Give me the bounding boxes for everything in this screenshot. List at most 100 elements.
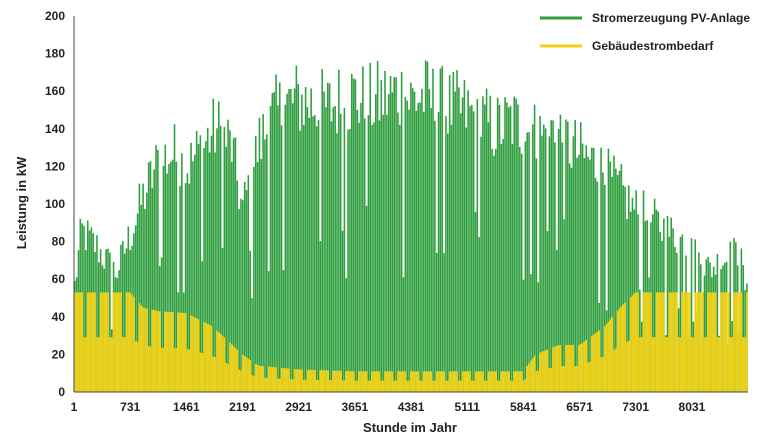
demand-bar bbox=[254, 363, 257, 392]
demand-bar bbox=[299, 369, 301, 392]
pv-bar bbox=[162, 165, 165, 392]
demand-bar bbox=[302, 379, 305, 392]
pv-bar bbox=[622, 185, 624, 392]
demand-bar bbox=[88, 292, 91, 392]
demand-bar bbox=[478, 371, 481, 392]
demand-bar bbox=[474, 371, 477, 392]
pv-bar bbox=[402, 277, 405, 392]
x-tick-label: 731 bbox=[120, 400, 140, 414]
demand-bar bbox=[447, 380, 449, 392]
demand-bar bbox=[367, 380, 370, 392]
y-axis-ticks: 0 20 40 60 80 100 120 140 160 180 200 bbox=[45, 9, 65, 399]
pv-bar bbox=[563, 219, 565, 392]
pv-bar bbox=[109, 252, 111, 392]
pv-bar bbox=[443, 253, 445, 392]
pv-bar bbox=[345, 278, 348, 392]
demand-bar bbox=[144, 307, 146, 392]
demand-bar bbox=[363, 371, 366, 392]
demand-bar bbox=[633, 293, 636, 392]
demand-bar bbox=[498, 380, 501, 392]
demand-bar bbox=[699, 292, 702, 392]
demand-bar bbox=[378, 371, 381, 392]
demand-bar bbox=[293, 369, 296, 392]
pv-bar bbox=[236, 180, 239, 392]
pv-bar bbox=[489, 95, 492, 393]
pv-bar bbox=[360, 102, 362, 392]
demand-bar bbox=[140, 305, 143, 392]
y-axis-title: Leistung in kW bbox=[14, 156, 29, 249]
demand-bar bbox=[271, 366, 274, 392]
demand-bar bbox=[301, 369, 303, 392]
demand-bar bbox=[101, 292, 104, 392]
demand-bar bbox=[722, 292, 724, 392]
demand-bar bbox=[511, 380, 514, 392]
demand-bar bbox=[247, 358, 250, 392]
demand-bar bbox=[489, 371, 492, 392]
pv-bar bbox=[430, 107, 432, 393]
demand-bar bbox=[341, 380, 344, 392]
pv-bar bbox=[306, 107, 309, 392]
demand-bar bbox=[158, 311, 161, 392]
pv-bar bbox=[219, 125, 222, 393]
pv-bar bbox=[627, 185, 630, 392]
pv-bar bbox=[572, 136, 575, 392]
pv-bar bbox=[399, 124, 401, 392]
demand-bar bbox=[563, 366, 565, 392]
pv-bar bbox=[147, 162, 150, 392]
pv-bar bbox=[382, 114, 384, 393]
pv-bar bbox=[350, 73, 353, 393]
pv-bar bbox=[533, 104, 536, 393]
demand-bar bbox=[402, 371, 405, 392]
pv-bar bbox=[471, 105, 473, 393]
pv-bar bbox=[232, 138, 235, 392]
pv-bar bbox=[243, 181, 246, 392]
pv-bar bbox=[611, 176, 613, 392]
demand-bar bbox=[171, 312, 174, 392]
pv-bar bbox=[349, 128, 351, 392]
demand-bar bbox=[495, 371, 497, 392]
demand-bar bbox=[358, 371, 361, 392]
pv-bar bbox=[123, 253, 126, 392]
pv-bar bbox=[705, 259, 708, 392]
pv-bar bbox=[253, 166, 255, 392]
demand-bar bbox=[410, 371, 412, 392]
pv-bar bbox=[247, 175, 250, 392]
demand-bar bbox=[164, 311, 167, 392]
pv-bar bbox=[314, 115, 316, 392]
pv-bar bbox=[181, 153, 183, 392]
demand-bar bbox=[672, 292, 674, 392]
demand-bar bbox=[513, 371, 516, 392]
pv-bar bbox=[218, 101, 220, 392]
pv-bar bbox=[155, 145, 157, 392]
demand-bar bbox=[138, 303, 141, 392]
demand-bar bbox=[674, 292, 676, 392]
demand-bar bbox=[421, 380, 423, 392]
demand-bar bbox=[629, 297, 632, 392]
demand-bar bbox=[491, 371, 493, 392]
demand-bar bbox=[639, 337, 641, 392]
pv-bar bbox=[500, 143, 503, 392]
demand-bar bbox=[393, 380, 396, 392]
demand-bar bbox=[735, 292, 737, 392]
demand-bar bbox=[705, 337, 708, 392]
pv-bar bbox=[356, 109, 359, 393]
pv-bar bbox=[238, 209, 240, 392]
pv-bar bbox=[96, 235, 98, 392]
demand-bar bbox=[471, 380, 473, 392]
demand-bar bbox=[365, 371, 368, 392]
demand-bar bbox=[472, 380, 475, 392]
pv-bar bbox=[330, 121, 333, 392]
pv-bar bbox=[310, 88, 312, 393]
demand-bar bbox=[118, 292, 120, 392]
pv-bar bbox=[535, 158, 538, 392]
demand-bar bbox=[179, 312, 181, 392]
pv-bar bbox=[85, 250, 87, 392]
demand-bar bbox=[236, 349, 239, 392]
pv-bar bbox=[275, 74, 277, 393]
y-tick-label: 0 bbox=[58, 385, 65, 399]
pv-bar bbox=[168, 164, 170, 392]
demand-bar bbox=[134, 340, 137, 392]
pv-bar bbox=[406, 100, 408, 392]
demand-bar bbox=[635, 292, 638, 392]
